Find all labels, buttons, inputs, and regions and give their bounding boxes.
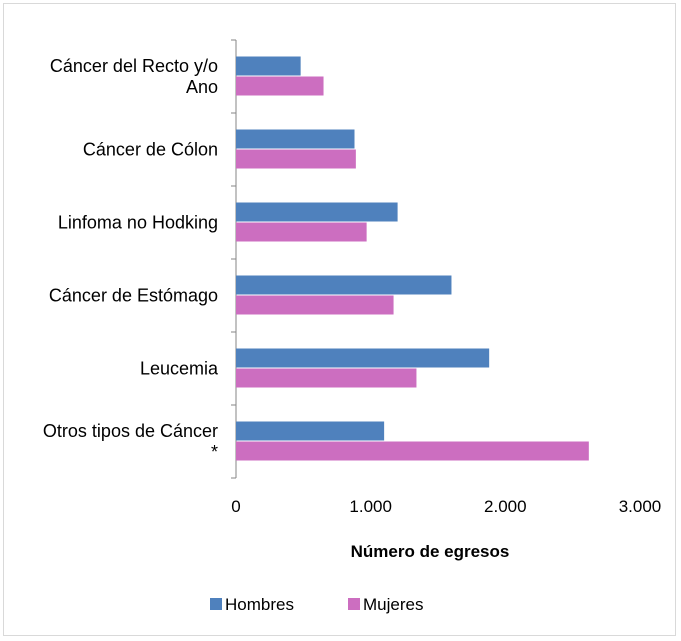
bar-hombres <box>236 129 355 149</box>
category-label: * <box>211 442 218 462</box>
category-label: Cáncer del Recto y/o <box>50 56 218 76</box>
category-label: Cáncer de Estómago <box>49 286 218 306</box>
category-label: Linfoma no Hodking <box>58 213 218 233</box>
bar-mujeres <box>236 295 394 315</box>
category-label: Cáncer de Cólon <box>83 140 218 160</box>
category-label: Ano <box>186 77 218 97</box>
x-tick-label: 2.000 <box>484 497 527 516</box>
bar-hombres <box>236 56 301 76</box>
legend-label-hombres: Hombres <box>225 595 294 614</box>
bar-hombres <box>236 421 385 441</box>
bars <box>236 56 589 461</box>
legend-label-mujeres: Mujeres <box>363 595 423 614</box>
axes <box>231 39 237 479</box>
bar-hombres <box>236 348 490 368</box>
bar-hombres <box>236 275 452 295</box>
bar-mujeres <box>236 222 367 242</box>
category-label: Leucemia <box>140 359 219 379</box>
category-label: Otros tipos de Cáncer <box>43 421 218 441</box>
bar-hombres <box>236 202 398 222</box>
chart-frame <box>3 3 676 636</box>
legend-swatch-mujeres <box>348 598 360 610</box>
bar-mujeres <box>236 441 589 461</box>
bar-mujeres <box>236 76 324 96</box>
legend-swatch-hombres <box>210 598 222 610</box>
x-tick-label: 0 <box>231 497 240 516</box>
legend: Hombres Mujeres <box>210 595 423 614</box>
bar-mujeres <box>236 368 417 388</box>
x-tick-label: 1.000 <box>349 497 392 516</box>
x-axis-title: Número de egresos <box>351 542 510 561</box>
x-tick-label: 3.000 <box>619 497 662 516</box>
x-tick-labels: 0 1.000 2.000 3.000 <box>231 497 661 516</box>
bar-mujeres <box>236 149 356 169</box>
